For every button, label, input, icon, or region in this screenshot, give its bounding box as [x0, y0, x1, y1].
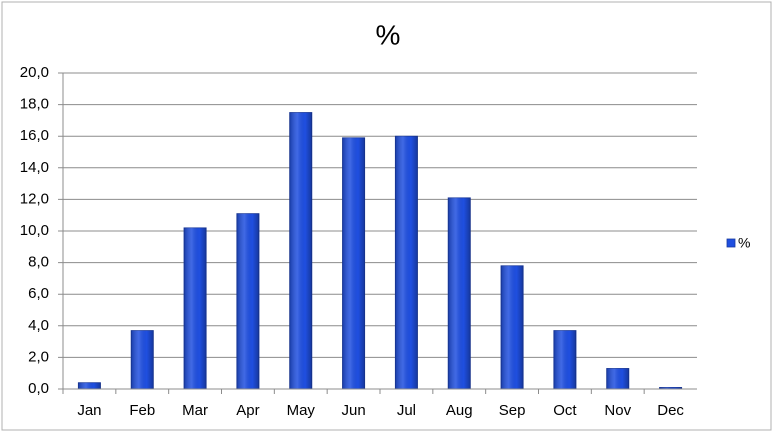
y-tick-label: 8,0: [28, 254, 49, 271]
x-tick-label: Dec: [657, 402, 684, 419]
x-tick-label: Nov: [604, 402, 631, 419]
bar-shine: [131, 330, 154, 389]
bar-shine: [342, 137, 365, 389]
y-tick-label: 18,0: [20, 96, 49, 113]
x-tick-label: Feb: [129, 402, 155, 419]
y-tick-label: 0,0: [28, 380, 49, 397]
legend-swatch: [726, 238, 736, 248]
bar-shine: [606, 368, 629, 389]
chart-title: %: [376, 19, 401, 50]
x-tick-label: Aug: [446, 402, 473, 419]
y-tick-label: 6,0: [28, 285, 49, 302]
bar-shine: [78, 382, 101, 389]
x-tick-label: May: [287, 402, 316, 419]
bar-shine: [659, 387, 682, 389]
bar-shine: [500, 265, 524, 389]
x-tick-label: Jan: [77, 402, 101, 419]
y-tick-label: 10,0: [20, 222, 49, 239]
y-tick-label: 14,0: [20, 159, 49, 176]
x-tick-label: Jun: [341, 402, 365, 419]
bar-shine: [395, 136, 418, 389]
bar-shine: [553, 330, 577, 389]
bar-shine: [236, 213, 260, 389]
x-tick-label: Mar: [182, 402, 208, 419]
bar-shine: [183, 227, 207, 389]
bar-shine: [289, 112, 312, 389]
bar-shine: [448, 197, 471, 389]
y-tick-label: 2,0: [28, 348, 49, 365]
y-tick-label: 20,0: [20, 64, 49, 81]
x-tick-label: Jul: [397, 402, 416, 419]
legend-label: %: [738, 235, 750, 251]
x-tick-label: Oct: [553, 402, 577, 419]
x-tick-label: Sep: [499, 402, 526, 419]
y-tick-label: 12,0: [20, 190, 49, 207]
y-tick-label: 4,0: [28, 317, 49, 334]
y-tick-label: 16,0: [20, 127, 49, 144]
x-tick-label: Apr: [236, 402, 259, 419]
